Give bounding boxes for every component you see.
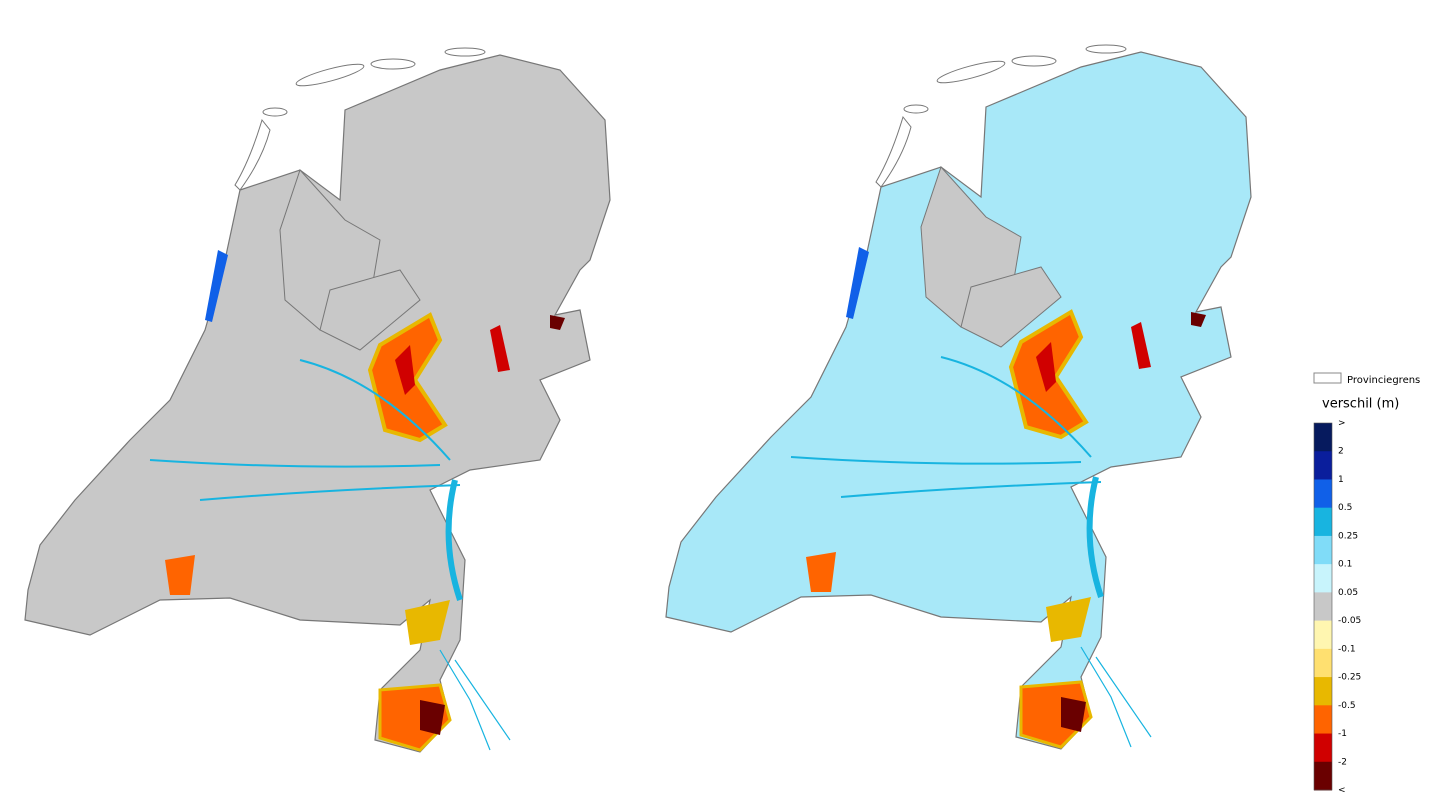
color-bin bbox=[1314, 479, 1332, 509]
color-bar: >2 1 0.5 0.25 0.1 0.05 -0.05 -0.1 -0.25 -0.5 -1 -2 < bbox=[1313, 419, 1361, 796]
color-bar-label: 0.25 bbox=[1338, 531, 1358, 541]
color-bar-label: 0.1 bbox=[1338, 560, 1352, 570]
color-bar-frame bbox=[1313, 422, 1333, 791]
color-bar-label: -1 bbox=[1338, 729, 1347, 739]
color-bin bbox=[1314, 677, 1332, 706]
color-bar-label: -0.1 bbox=[1338, 644, 1356, 654]
color-bar-label: -2 bbox=[1338, 757, 1347, 767]
color-bin bbox=[1314, 733, 1332, 763]
color-bar-label: < bbox=[1338, 786, 1346, 796]
color-bar-label: 1 bbox=[1338, 475, 1344, 485]
map-right bbox=[666, 45, 1251, 749]
color-bar-label: 0.5 bbox=[1338, 503, 1352, 513]
boundary-label: Provinciegrens bbox=[1347, 375, 1420, 386]
color-bin bbox=[1314, 535, 1332, 565]
map-left bbox=[25, 48, 610, 752]
legend-title: verschil (m) bbox=[1322, 397, 1399, 412]
color-bin bbox=[1314, 423, 1332, 452]
color-bin bbox=[1314, 592, 1332, 622]
color-bar-label: -0.05 bbox=[1338, 616, 1361, 626]
boundary-swatch bbox=[1313, 372, 1342, 384]
color-bin bbox=[1314, 451, 1332, 480]
color-bin bbox=[1314, 564, 1332, 593]
color-bin bbox=[1314, 761, 1332, 791]
color-bin bbox=[1314, 507, 1332, 537]
color-bar-label: > bbox=[1338, 419, 1346, 429]
color-bin bbox=[1314, 648, 1332, 678]
color-bar-label: 0.05 bbox=[1338, 588, 1358, 598]
color-bar-label: 2 bbox=[1338, 447, 1344, 457]
color-bar-label: -0.5 bbox=[1338, 701, 1356, 711]
color-bin bbox=[1314, 620, 1332, 650]
color-bar-label: -0.25 bbox=[1338, 673, 1361, 683]
color-bin bbox=[1314, 705, 1332, 735]
